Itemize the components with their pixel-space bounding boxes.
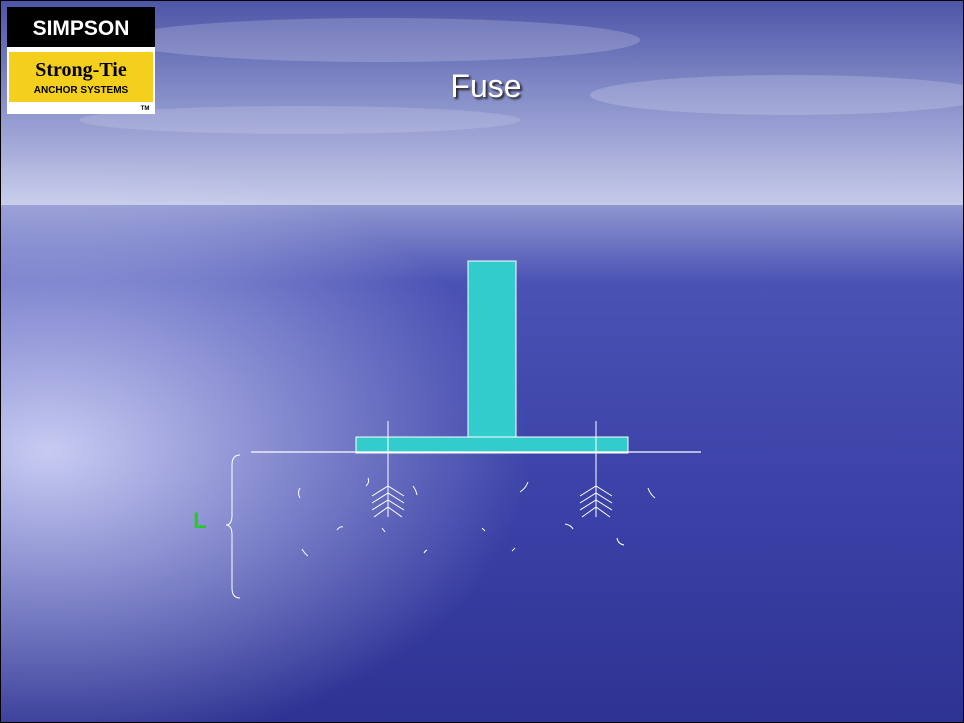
column — [467, 260, 517, 438]
anchor-barbs — [371, 485, 613, 518]
base-plate — [355, 436, 629, 454]
footing-diagram — [225, 260, 701, 599]
logo-yellow — [9, 52, 153, 102]
logo-brand: SIMPSON — [33, 17, 130, 40]
dimension-label: L — [193, 508, 206, 533]
logo-product: Strong-Tie — [35, 59, 127, 81]
logo-trademark: TM — [141, 106, 150, 112]
cloud — [120, 18, 640, 62]
cloud — [80, 106, 520, 134]
slide-title: Fuse — [450, 68, 521, 104]
dimension-brace — [225, 454, 241, 599]
logo-band — [7, 7, 155, 47]
cloud — [590, 75, 964, 115]
logo-tagline: ANCHOR SYSTEMS — [34, 85, 129, 96]
soil-marks — [298, 477, 656, 557]
logo: SIMPSON Strong-Tie ANCHOR SYSTEMS TM — [7, 7, 155, 114]
